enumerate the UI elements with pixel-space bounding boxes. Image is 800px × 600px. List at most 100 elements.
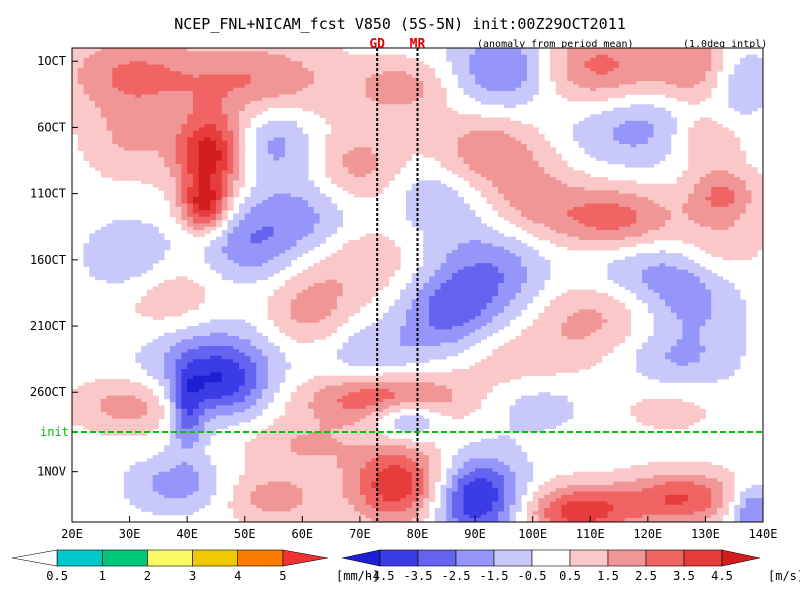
- anomaly-cell: [429, 67, 436, 72]
- anomaly-cell: [498, 117, 505, 122]
- anomaly-cell: [475, 117, 482, 122]
- anomaly-cell: [642, 104, 649, 108]
- anomaly-cell: [77, 130, 84, 135]
- anomaly-cell: [365, 107, 372, 112]
- anomaly-cell: [118, 163, 125, 168]
- anomaly-cell: [480, 94, 487, 99]
- anomaly-cell: [532, 147, 539, 152]
- anomaly-cell: [250, 200, 257, 204]
- anomaly-cell: [711, 196, 718, 201]
- anomaly-cell: [446, 127, 453, 132]
- anomaly-cell: [290, 220, 297, 224]
- anomaly-cell: [256, 206, 263, 211]
- anomaly-cell: [169, 160, 177, 165]
- anomaly-cell: [532, 61, 539, 65]
- anomaly-cell: [526, 84, 534, 89]
- anomaly-cell: [336, 87, 344, 92]
- anomaly-cell: [118, 137, 125, 142]
- anomaly-cell: [590, 94, 597, 99]
- anomaly-cell: [394, 167, 401, 171]
- anomaly-cell: [509, 61, 516, 65]
- anomaly-cell: [273, 64, 280, 69]
- anomaly-cell: [423, 67, 430, 72]
- anomaly-cell: [112, 61, 119, 65]
- anomaly-cell: [440, 200, 447, 204]
- anomaly-cell: [118, 87, 125, 92]
- anomaly-cell: [331, 74, 338, 79]
- anomaly-cell: [227, 87, 234, 92]
- anomaly-cell: [676, 51, 683, 56]
- anomaly-cell: [757, 97, 763, 102]
- anomaly-cell: [469, 87, 476, 92]
- anomaly-cell: [693, 61, 701, 65]
- anomaly-cell: [371, 94, 378, 99]
- anomaly-cell: [486, 71, 493, 75]
- anomaly-cell: [123, 87, 130, 92]
- anomaly-cell: [296, 104, 303, 108]
- anomaly-cell: [503, 127, 511, 132]
- anomaly-cell: [624, 140, 631, 145]
- anomaly-cell: [705, 173, 712, 178]
- anomaly-cell: [590, 81, 597, 85]
- anomaly-cell: [665, 74, 672, 79]
- anomaly-cell: [192, 87, 200, 92]
- anomaly-cell: [256, 213, 263, 218]
- anomaly-cell: [515, 91, 522, 95]
- anomaly-cell: [647, 84, 654, 89]
- anomaly-cell: [273, 206, 280, 211]
- anomaly-cell: [503, 167, 511, 171]
- anomaly-cell: [285, 150, 292, 155]
- anomaly-cell: [728, 94, 735, 99]
- anomaly-cell: [377, 124, 384, 128]
- anomaly-cell: [486, 134, 493, 138]
- anomaly-cell: [532, 87, 539, 92]
- anomaly-cell: [659, 134, 666, 138]
- anomaly-cell: [711, 77, 718, 82]
- anomaly-cell: [613, 117, 620, 122]
- anomaly-cell: [77, 67, 84, 72]
- anomaly-cell: [659, 67, 666, 72]
- anomaly-cell: [492, 130, 499, 135]
- anomaly-cell: [152, 130, 159, 135]
- anomaly-cell: [452, 134, 459, 138]
- anomaly-cell: [682, 48, 689, 52]
- anomaly-cell: [745, 167, 752, 171]
- anomaly-cell: [129, 130, 136, 135]
- anomaly-cell: [486, 67, 493, 72]
- anomaly-cell: [256, 187, 263, 191]
- anomaly-cell: [647, 137, 654, 142]
- anomaly-cell: [204, 143, 211, 148]
- anomaly-cell: [549, 200, 557, 204]
- anomaly-cell: [382, 140, 390, 145]
- anomaly-cell: [313, 203, 321, 208]
- anomaly-cell: [670, 51, 678, 56]
- anomaly-cell: [267, 94, 274, 99]
- anomaly-cell: [699, 61, 706, 65]
- anomaly-cell: [187, 61, 194, 65]
- anomaly-cell: [210, 153, 217, 158]
- anomaly-cell: [129, 177, 136, 181]
- anomaly-cell: [613, 196, 620, 201]
- anomaly-cell: [146, 107, 154, 112]
- anomaly-cell: [181, 54, 188, 59]
- anomaly-cell: [544, 196, 551, 201]
- anomaly-cell: [388, 117, 395, 122]
- anomaly-cell: [262, 150, 269, 155]
- anomaly-cell: [549, 177, 557, 181]
- anomaly-cell: [181, 153, 188, 158]
- anomaly-cell: [705, 153, 712, 158]
- anomaly-cell: [382, 143, 390, 148]
- anomaly-cell: [699, 213, 706, 218]
- anomaly-cell: [348, 173, 355, 178]
- anomaly-cell: [457, 64, 464, 69]
- anomaly-cell: [106, 163, 113, 168]
- anomaly-cell: [613, 114, 620, 118]
- anomaly-cell: [463, 177, 470, 181]
- anomaly-cell: [659, 81, 666, 85]
- anomaly-cell: [118, 153, 125, 158]
- anomaly-cell: [596, 177, 603, 181]
- anomaly-cell: [169, 81, 177, 85]
- anomaly-cell: [181, 71, 188, 75]
- anomaly-cell: [382, 71, 390, 75]
- anomaly-cell: [716, 61, 724, 65]
